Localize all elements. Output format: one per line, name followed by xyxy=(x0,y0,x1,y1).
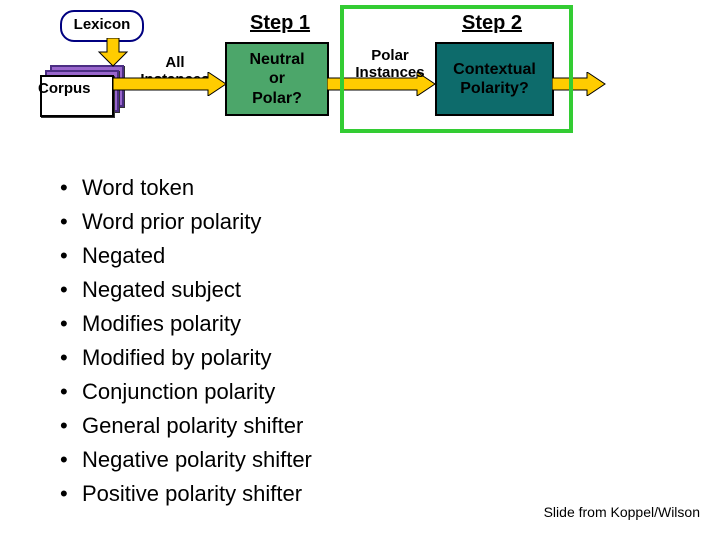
step1-box-text: Neutral or Polar? xyxy=(249,50,304,108)
step2-title: Step 2 xyxy=(462,12,522,35)
arrow-lexicon-down xyxy=(95,38,135,68)
list-item: Modifies polarity xyxy=(60,311,312,337)
polar-instances-label: Polar Instances xyxy=(350,48,430,81)
step2-box: Contextual Polarity? xyxy=(435,42,554,116)
flow-diagram: Lexicon Corpus All Instances Step 1 Neut… xyxy=(0,0,720,180)
feature-list: Word token Word prior polarity Negated N… xyxy=(60,175,312,515)
list-item: Modified by polarity xyxy=(60,345,312,371)
polar-l2: Instances xyxy=(355,64,424,81)
list-item: General polarity shifter xyxy=(60,413,312,439)
step1-title: Step 1 xyxy=(250,12,310,35)
step1-box: Neutral or Polar? xyxy=(225,42,329,116)
slide-credit: Slide from Koppel/Wilson xyxy=(544,504,700,520)
list-item: Conjunction polarity xyxy=(60,379,312,405)
polar-l1: Polar xyxy=(371,47,409,64)
arrow-to-step1 xyxy=(113,72,228,96)
list-item: Negated xyxy=(60,243,312,269)
list-item: Negated subject xyxy=(60,277,312,303)
list-item: Positive polarity shifter xyxy=(60,481,312,507)
list-item: Negative polarity shifter xyxy=(60,447,312,473)
corpus-label: Corpus xyxy=(38,80,91,97)
list-item: Word prior polarity xyxy=(60,209,312,235)
step2-box-text: Contextual Polarity? xyxy=(453,60,536,98)
list-item: Word token xyxy=(60,175,312,201)
arrow-out xyxy=(552,72,607,96)
all-instances-l1: All xyxy=(165,54,184,71)
